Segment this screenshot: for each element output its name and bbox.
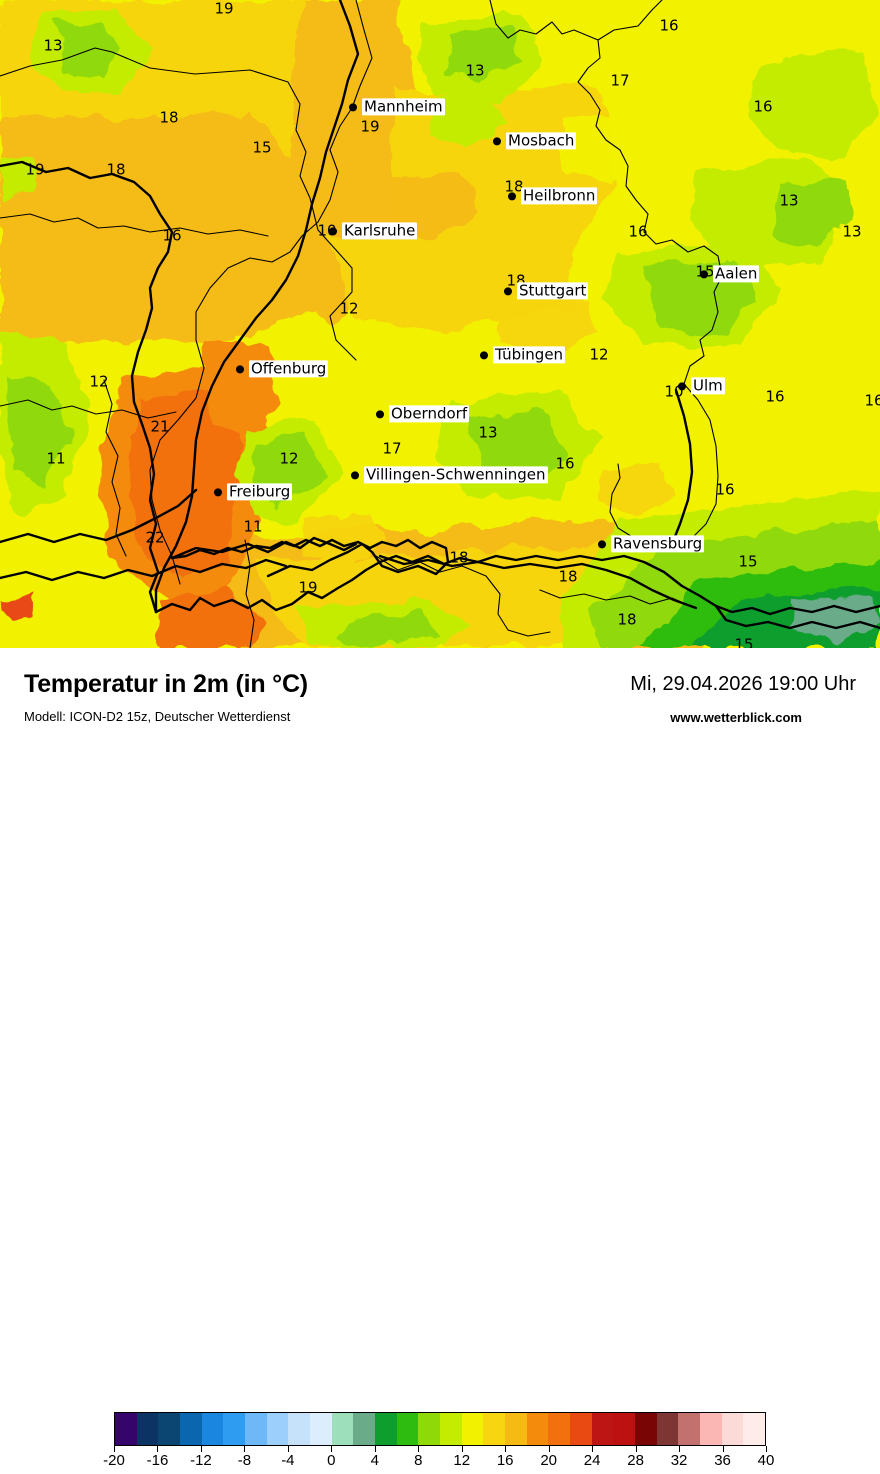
colorbar-tick-label: 28 bbox=[627, 1452, 644, 1469]
city-marker-karlsruhe[interactable]: Karlsruhe bbox=[329, 221, 418, 240]
website-url: www.wetterblick.com bbox=[670, 710, 802, 725]
model-subtitle: Modell: ICON-D2 15z, Deutscher Wetterdie… bbox=[24, 709, 291, 724]
colorbar-swatch bbox=[245, 1413, 267, 1445]
colorbar-swatch bbox=[743, 1413, 766, 1445]
colorbar-gradient bbox=[114, 1412, 766, 1446]
colorbar-swatch bbox=[201, 1413, 224, 1445]
city-marker-stuttgart[interactable]: Stuttgart bbox=[504, 281, 589, 300]
forecast-datetime: Mi, 29.04.2026 19:00 Uhr bbox=[630, 673, 856, 695]
city-label: Offenburg bbox=[249, 359, 329, 378]
city-dot-icon bbox=[504, 287, 512, 295]
colorbar-swatch bbox=[136, 1413, 159, 1445]
city-dot-icon bbox=[508, 192, 516, 200]
city-marker-t-bingen[interactable]: Tübingen bbox=[480, 345, 566, 364]
city-marker-ravensburg[interactable]: Ravensburg bbox=[598, 534, 705, 553]
colorbar-swatch bbox=[288, 1413, 311, 1445]
city-dot-icon bbox=[351, 471, 359, 479]
page-title: Temperatur in 2m (in °C) bbox=[24, 670, 308, 698]
colorbar-tick-label: -8 bbox=[237, 1452, 252, 1469]
colorbar-tick-label: 12 bbox=[453, 1452, 471, 1469]
city-label: Freiburg bbox=[227, 482, 293, 501]
colorbar-swatch bbox=[721, 1413, 744, 1445]
colorbar-tick-label: -20 bbox=[103, 1452, 125, 1469]
colorbar-swatch bbox=[548, 1413, 571, 1445]
colorbar-swatch bbox=[115, 1413, 137, 1445]
colorbar-tick-label: 36 bbox=[714, 1452, 731, 1469]
colorbar-tick-label: 40 bbox=[757, 1452, 775, 1469]
city-label: Heilbronn bbox=[521, 186, 598, 205]
colorbar-tick-label: 24 bbox=[583, 1452, 601, 1469]
colorbar-swatch bbox=[505, 1413, 527, 1445]
colorbar-tick-label: 8 bbox=[414, 1452, 423, 1469]
city-label: Ulm bbox=[691, 376, 725, 395]
colorbar-swatch bbox=[613, 1413, 636, 1445]
city-marker-freiburg[interactable]: Freiburg bbox=[214, 482, 293, 501]
colorbar-swatch bbox=[331, 1413, 354, 1445]
colorbar-swatch bbox=[158, 1413, 181, 1445]
city-label: Mosbach bbox=[506, 131, 577, 150]
primary-borders bbox=[0, 0, 880, 630]
colorbar-swatch bbox=[353, 1413, 376, 1445]
colorbar-tick-label: 0 bbox=[327, 1452, 336, 1469]
colorbar-swatch bbox=[591, 1413, 614, 1445]
city-marker-aalen[interactable]: Aalen bbox=[700, 264, 760, 283]
city-marker-offenburg[interactable]: Offenburg bbox=[236, 359, 329, 378]
city-label: Aalen bbox=[713, 264, 760, 283]
city-marker-oberndorf[interactable]: Oberndorf bbox=[376, 404, 470, 423]
temperature-colorbar: -20 -16 -12 -8 -4 0 4 8 12 16 20 24 28 32 36 40 bbox=[103, 1412, 774, 1474]
colorbar-swatch bbox=[440, 1413, 462, 1445]
city-dot-icon bbox=[214, 488, 222, 496]
colorbar-swatch bbox=[461, 1413, 484, 1445]
temperature-map[interactable]: 1913161317161819151918181316101613151812… bbox=[0, 0, 880, 648]
city-dot-icon bbox=[598, 540, 606, 548]
city-marker-ulm[interactable]: Ulm bbox=[678, 376, 725, 395]
colorbar-swatch bbox=[635, 1413, 657, 1445]
colorbar-swatch bbox=[483, 1413, 506, 1445]
colorbar-swatch bbox=[266, 1413, 289, 1445]
colorbar-swatch bbox=[180, 1413, 202, 1445]
city-dot-icon bbox=[678, 382, 686, 390]
secondary-borders bbox=[0, 0, 723, 648]
city-label: Oberndorf bbox=[389, 404, 470, 423]
city-marker-heilbronn[interactable]: Heilbronn bbox=[508, 186, 598, 205]
colorbar-tick-label: 4 bbox=[370, 1452, 379, 1469]
city-label: Stuttgart bbox=[517, 281, 589, 300]
colorbar-tick-label: 20 bbox=[540, 1452, 557, 1469]
colorbar-swatch bbox=[678, 1413, 701, 1445]
colorbar-tick-label: 32 bbox=[670, 1452, 688, 1469]
city-dot-icon bbox=[236, 365, 244, 373]
colorbar-swatch bbox=[700, 1413, 722, 1445]
colorbar-swatch bbox=[223, 1413, 246, 1445]
city-marker-mosbach[interactable]: Mosbach bbox=[493, 131, 577, 150]
footer-panel: Temperatur in 2m (in °C) Modell: ICON-D2… bbox=[0, 648, 880, 1469]
city-dot-icon bbox=[493, 137, 501, 145]
colorbar-tick-label: 16 bbox=[496, 1452, 514, 1469]
city-marker-mannheim[interactable]: Mannheim bbox=[349, 97, 445, 116]
city-dot-icon bbox=[376, 410, 384, 418]
city-label: Villingen-Schwenningen bbox=[364, 465, 548, 484]
city-marker-villingen-schwenningen[interactable]: Villingen-Schwenningen bbox=[351, 465, 548, 484]
city-label: Tübingen bbox=[493, 345, 566, 364]
colorbar-swatch bbox=[526, 1413, 549, 1445]
colorbar-tick-labels: -20 -16 -12 -8 -4 0 4 8 12 16 20 24 28 32 36 40 bbox=[103, 1452, 774, 1474]
city-label: Karlsruhe bbox=[342, 221, 418, 240]
city-dot-icon bbox=[329, 227, 337, 235]
city-dot-icon bbox=[349, 103, 357, 111]
colorbar-tick-label: -12 bbox=[190, 1452, 212, 1469]
colorbar-swatch bbox=[570, 1413, 592, 1445]
colorbar-swatch bbox=[418, 1413, 441, 1445]
colorbar-tick-label: -16 bbox=[146, 1452, 169, 1469]
colorbar-swatch bbox=[310, 1413, 332, 1445]
city-dot-icon bbox=[480, 351, 488, 359]
city-label: Ravensburg bbox=[611, 534, 705, 553]
colorbar-swatch bbox=[375, 1413, 397, 1445]
city-dot-icon bbox=[700, 270, 708, 278]
colorbar-swatch bbox=[396, 1413, 419, 1445]
colorbar-swatch bbox=[656, 1413, 679, 1445]
city-label: Mannheim bbox=[362, 97, 445, 116]
colorbar-tick-label: -4 bbox=[281, 1452, 295, 1469]
